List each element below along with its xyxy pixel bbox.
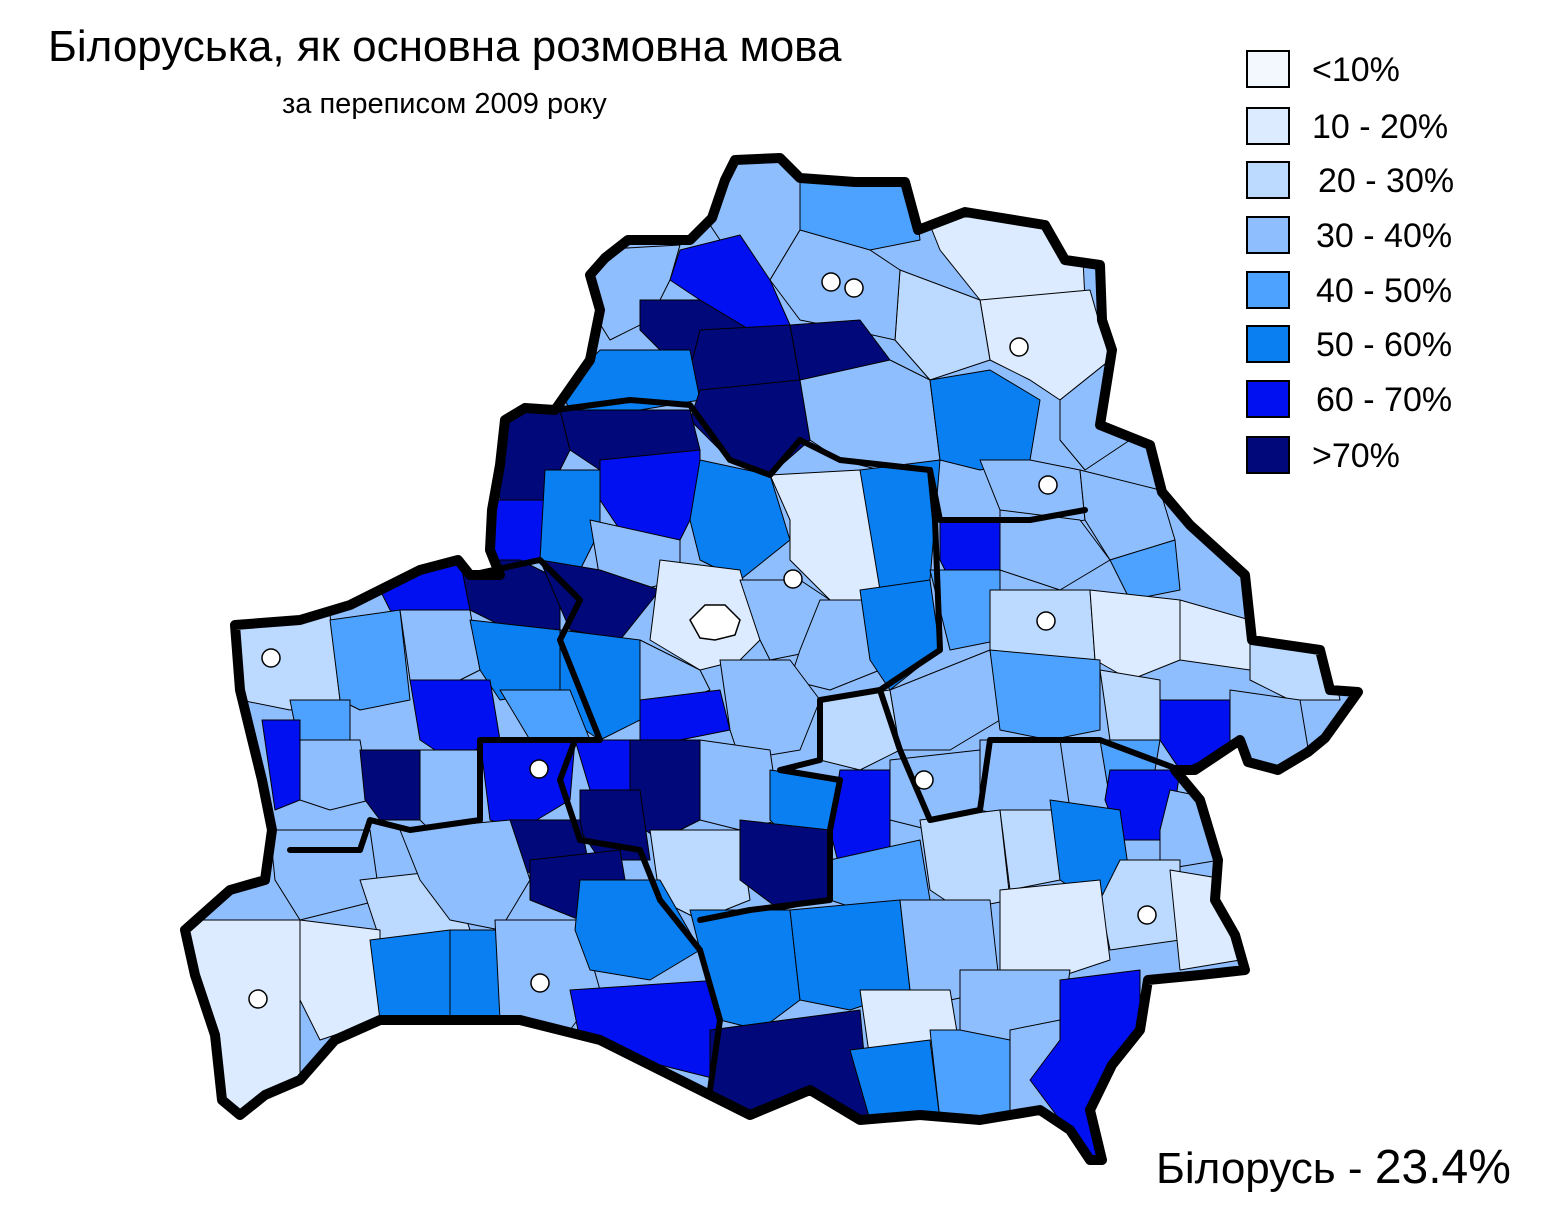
city-marker — [529, 759, 549, 779]
district-region — [999, 509, 1111, 591]
legend-label: <10% — [1312, 51, 1400, 89]
legend-swatch — [1246, 216, 1290, 254]
district-region — [699, 739, 781, 831]
legend-swatch — [1246, 161, 1290, 199]
country-border — [180, 153, 1363, 1165]
district-region — [929, 1029, 1011, 1121]
minsk-city — [689, 604, 741, 641]
district-region — [639, 689, 731, 741]
district-region — [719, 659, 821, 761]
city-marker — [248, 989, 268, 1009]
map-title: Білоруська, як основна розмовна мова — [48, 22, 842, 71]
legend-swatch — [1246, 325, 1290, 363]
national-total: Білорусь - 23.4% — [1156, 1140, 1511, 1195]
region-border — [287, 737, 578, 853]
district-region — [419, 749, 481, 831]
district-region — [999, 879, 1111, 981]
city-marker — [1009, 337, 1029, 357]
city-marker — [1038, 475, 1058, 495]
national-total-label: Білорусь - — [1156, 1144, 1363, 1193]
city-marker — [914, 770, 934, 790]
legend-label: >70% — [1312, 437, 1400, 475]
legend-swatch — [1246, 50, 1290, 88]
region-border — [697, 467, 943, 923]
legend-label: 10 - 20% — [1312, 108, 1449, 146]
district-region — [359, 749, 421, 821]
city-marker — [844, 278, 864, 298]
district-region — [999, 809, 1061, 891]
district-region — [1099, 859, 1181, 951]
legend-label: 50 - 60% — [1316, 326, 1453, 364]
legend-swatch — [1246, 271, 1290, 309]
district-region — [1104, 769, 1181, 841]
map-subtitle: за переписом 2009 року — [282, 88, 607, 120]
district-region — [574, 879, 701, 981]
district-region — [1089, 589, 1181, 681]
legend-swatch — [1246, 436, 1290, 474]
legend-swatch — [1246, 380, 1290, 418]
city-marker — [783, 569, 803, 589]
district-region — [989, 649, 1101, 741]
city-marker — [261, 648, 281, 668]
city-marker — [821, 272, 841, 292]
region-border — [467, 557, 723, 1093]
region-border — [877, 687, 1183, 823]
region-border — [552, 397, 1088, 523]
city-marker — [530, 973, 550, 993]
district-region — [1099, 669, 1161, 741]
legend-label: 40 - 50% — [1316, 272, 1453, 310]
district-region — [1109, 539, 1181, 601]
city-marker — [1137, 905, 1157, 925]
legend-label: 30 - 40% — [1316, 217, 1453, 255]
legend-label: 60 - 70% — [1316, 381, 1453, 419]
national-total-value: 23.4% — [1374, 1141, 1511, 1194]
district-region — [539, 469, 601, 571]
district-region — [369, 929, 461, 1021]
legend-swatch — [1246, 107, 1290, 145]
city-marker — [1036, 611, 1056, 631]
district-region — [1029, 969, 1141, 1160]
district-region — [449, 929, 501, 1021]
district-region — [329, 609, 411, 711]
legend-label: 20 - 30% — [1318, 162, 1455, 200]
district-region — [299, 739, 371, 811]
